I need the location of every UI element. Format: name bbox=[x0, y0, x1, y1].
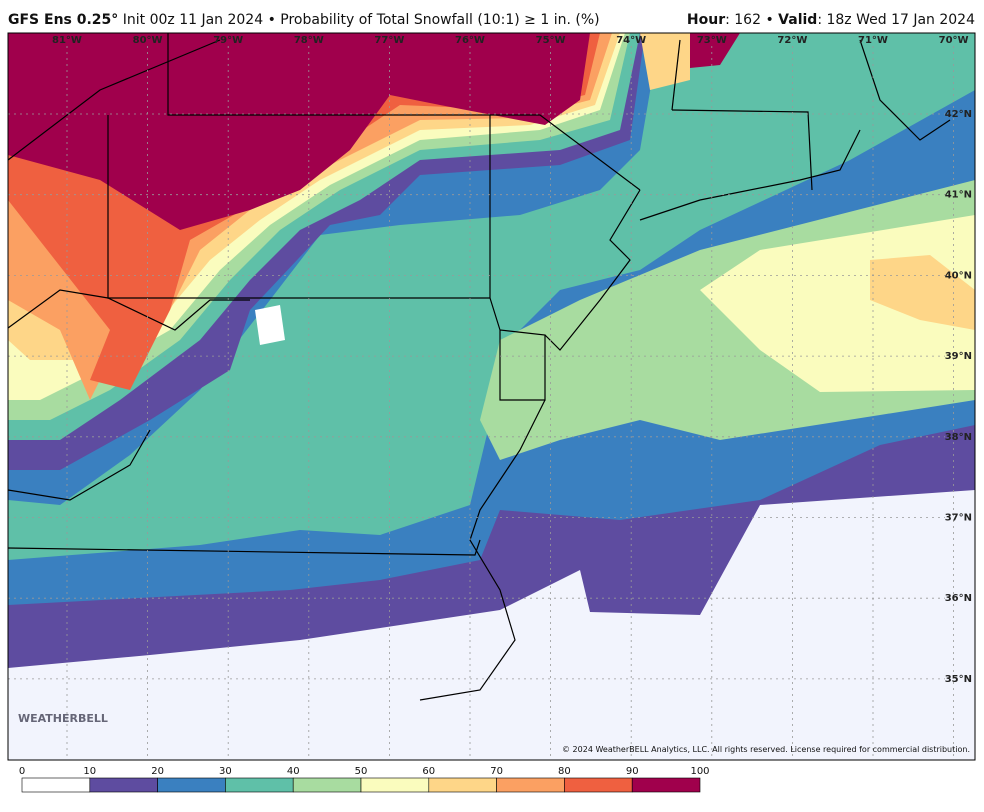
valid-value: : 18z Wed 17 Jan 2024 bbox=[817, 12, 975, 28]
border bbox=[671, 39, 681, 111]
header-right: Hour: 162 • Valid: 18z Wed 17 Jan 2024 bbox=[687, 12, 975, 28]
border bbox=[489, 297, 546, 401]
latitude-label: 42°N bbox=[945, 109, 972, 120]
logo: WEATHERBELL bbox=[18, 712, 108, 725]
longitude-label: 71°W bbox=[858, 35, 888, 46]
colorbar-swatch bbox=[360, 777, 430, 793]
latitude-label: 36°N bbox=[945, 593, 972, 604]
border bbox=[107, 114, 641, 299]
colorbar-tick-label: 10 bbox=[83, 766, 96, 777]
latitude-label: 35°N bbox=[945, 674, 972, 685]
colorbar-tick-label: 40 bbox=[287, 766, 300, 777]
colorbar-swatch bbox=[21, 777, 91, 793]
header-left: GFS Ens 0.25° Init 00z 11 Jan 2024 • Pro… bbox=[8, 12, 600, 28]
longitude-label: 79°W bbox=[213, 35, 243, 46]
longitude-label: 74°W bbox=[616, 35, 646, 46]
coast bbox=[544, 189, 641, 351]
colorbar-tick-label: 90 bbox=[626, 766, 639, 777]
colorbar-swatch bbox=[157, 777, 226, 793]
longitude-label: 76°W bbox=[455, 35, 485, 46]
colorbar-swatch bbox=[564, 777, 633, 793]
longitude-label: 73°W bbox=[697, 35, 727, 46]
coast bbox=[639, 129, 861, 221]
border bbox=[167, 33, 490, 116]
colorbar-swatch bbox=[225, 777, 294, 793]
region bbox=[680, 33, 740, 68]
graticule bbox=[8, 46, 954, 760]
coast bbox=[859, 39, 951, 141]
borders bbox=[8, 33, 951, 701]
colorbar-swatch bbox=[89, 777, 158, 793]
latitude-label: 38°N bbox=[945, 432, 972, 443]
longitude-label: 80°W bbox=[133, 35, 163, 46]
colorbar-swatch bbox=[428, 777, 497, 793]
region bbox=[255, 305, 285, 345]
longitude-label: 72°W bbox=[777, 35, 807, 46]
latitude-label: 41°N bbox=[945, 190, 972, 201]
map: WEATHERBELL © 2024 WeatherBELL Analytics… bbox=[8, 33, 975, 760]
border bbox=[671, 109, 813, 191]
geo-labels: 81°W 80°W 79°W 78°W 77°W 76°W 75°W 74°W 73°W 72°W… bbox=[52, 35, 972, 685]
latitude-label: 37°N bbox=[945, 513, 972, 524]
colorbar-swatch bbox=[631, 777, 701, 793]
colorbar-tick-label: 70 bbox=[490, 766, 503, 777]
copyright: © 2024 WeatherBELL Analytics, LLC. All r… bbox=[562, 745, 970, 754]
map-frame bbox=[7, 32, 976, 761]
colorbar-tick-label: 20 bbox=[151, 766, 164, 777]
region bbox=[8, 33, 590, 230]
colorbar-tick-label: 80 bbox=[558, 766, 571, 777]
region bbox=[640, 33, 690, 90]
border bbox=[8, 429, 151, 501]
colorbar-tick-label: 0 bbox=[19, 766, 25, 777]
colorbar-swatch bbox=[292, 777, 362, 793]
hour-label: Hour bbox=[687, 12, 725, 28]
latitude-label: 40°N bbox=[945, 270, 972, 281]
coast bbox=[419, 399, 546, 701]
colorbar: 0 10 20 30 40 50 60 70 80 90 100 bbox=[19, 766, 710, 793]
colorbar-swatch bbox=[496, 777, 565, 793]
colorbar-tick-label: 50 bbox=[355, 766, 368, 777]
longitude-label: 75°W bbox=[536, 35, 566, 46]
colorbar-tick-label: 100 bbox=[690, 766, 709, 777]
description: Init 00z 11 Jan 2024 • Probability of To… bbox=[123, 12, 600, 28]
hour-value: : 162 • bbox=[725, 12, 774, 28]
longitude-label: 81°W bbox=[52, 35, 82, 46]
model: GFS Ens 0.25° bbox=[8, 12, 118, 28]
border bbox=[8, 539, 481, 556]
longitude-label: 78°W bbox=[294, 35, 324, 46]
valid-label: Valid bbox=[778, 12, 817, 28]
longitude-label: 77°W bbox=[374, 35, 404, 46]
colorbar-tick-label: 30 bbox=[219, 766, 232, 777]
latitude-label: 39°N bbox=[945, 351, 972, 362]
longitude-label: 70°W bbox=[939, 35, 969, 46]
coast bbox=[8, 39, 221, 161]
colorbar-tick-label: 60 bbox=[422, 766, 435, 777]
region bbox=[870, 255, 975, 330]
border bbox=[8, 289, 250, 331]
